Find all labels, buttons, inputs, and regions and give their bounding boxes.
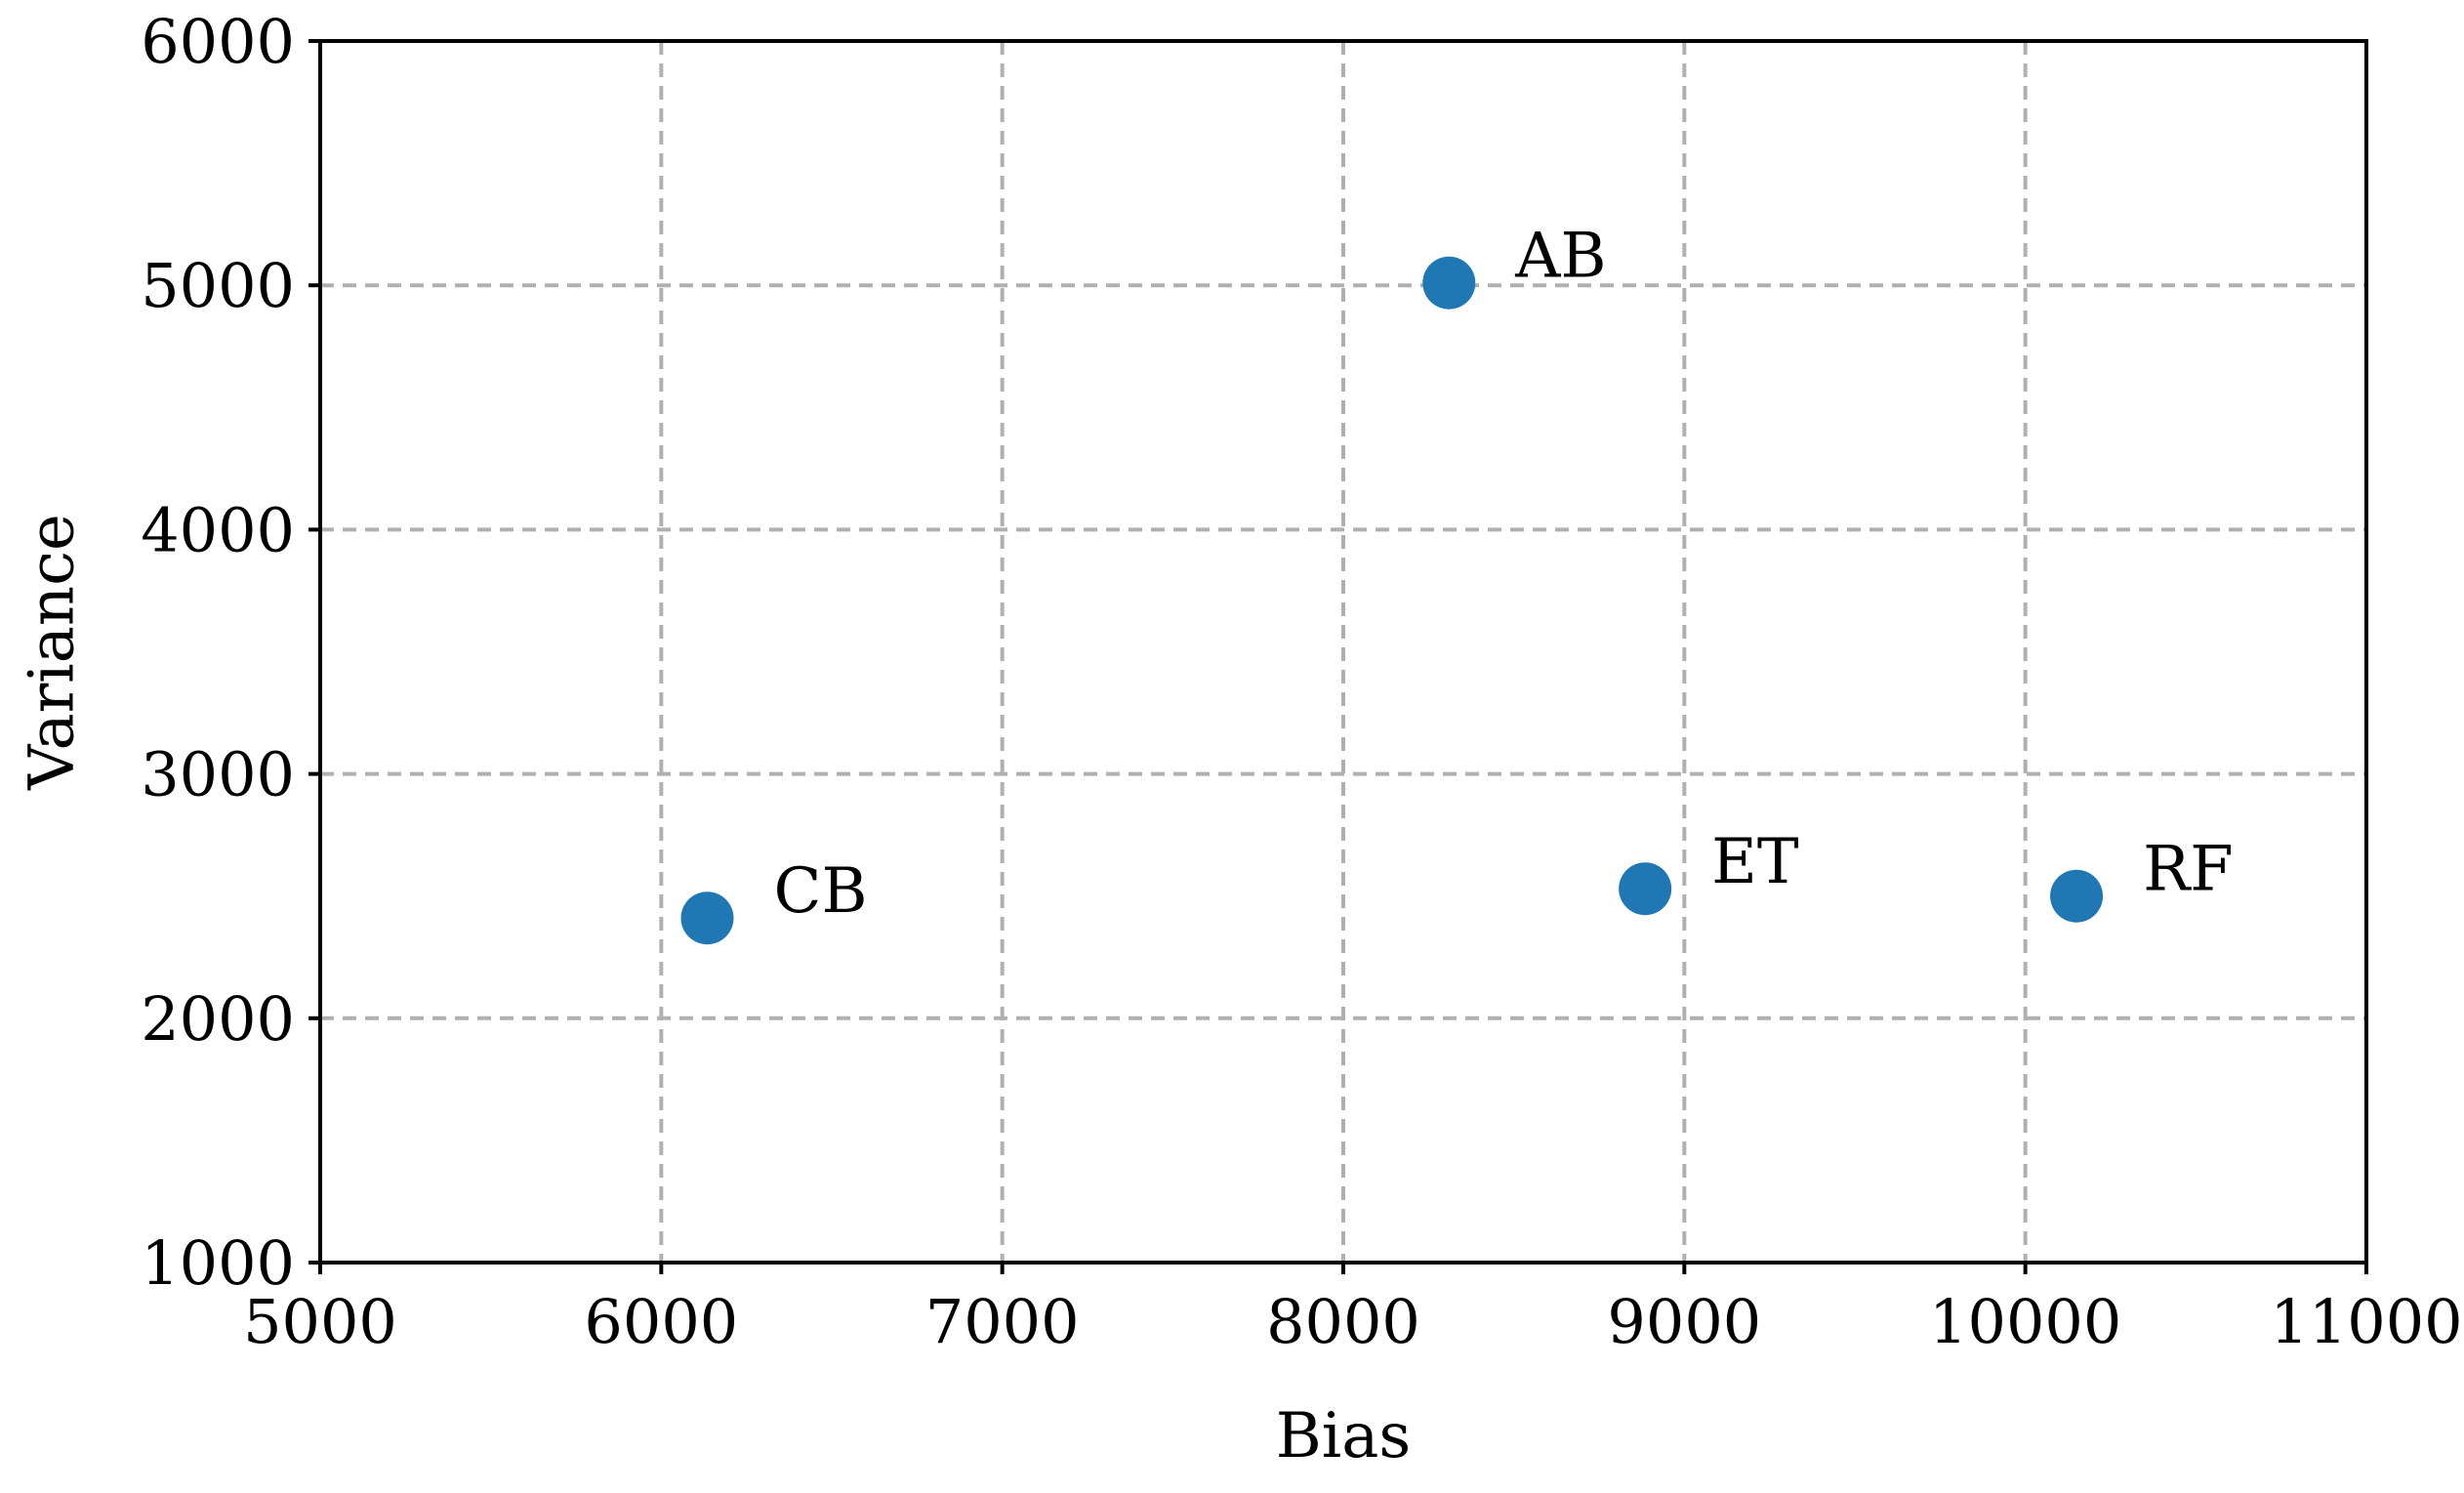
- y-tick-label: 4000: [141, 494, 295, 565]
- point-label-cb: CB: [773, 855, 867, 928]
- y-axis-title: Variance: [17, 514, 89, 791]
- ticks: 5000 6000 7000 8000 9000 10000 11000 1000 2000 30…: [141, 6, 2462, 1357]
- y-tick-label: 5000: [141, 250, 295, 321]
- x-axis-title: Bias: [1276, 1400, 1412, 1472]
- y-tick-label: 3000: [141, 739, 295, 810]
- point-label-et: ET: [1711, 826, 1799, 898]
- x-tick-label: 6000: [584, 1286, 738, 1357]
- x-tick-label: 10000: [1929, 1286, 2121, 1357]
- data-point-et: [1619, 862, 1672, 916]
- x-tick-label: 9000: [1607, 1286, 1761, 1357]
- y-tick-label: 2000: [141, 983, 295, 1055]
- data-points: [680, 256, 2104, 945]
- grid: [320, 41, 2366, 1263]
- x-tick-label: 7000: [925, 1286, 1080, 1357]
- point-label-ab: AB: [1514, 221, 1606, 293]
- y-tick-label: 1000: [141, 1227, 295, 1299]
- data-point-ab: [1422, 256, 1476, 310]
- x-tick-label: 11000: [2270, 1286, 2462, 1357]
- point-labels: AB CB ET RF: [773, 221, 2233, 929]
- point-label-rf: RF: [2143, 834, 2234, 906]
- data-point-cb: [680, 892, 734, 945]
- data-point-rf: [2050, 869, 2104, 923]
- x-tick-label: 8000: [1266, 1286, 1420, 1357]
- y-tick-label: 6000: [141, 6, 295, 77]
- x-tick-label: 5000: [243, 1286, 397, 1357]
